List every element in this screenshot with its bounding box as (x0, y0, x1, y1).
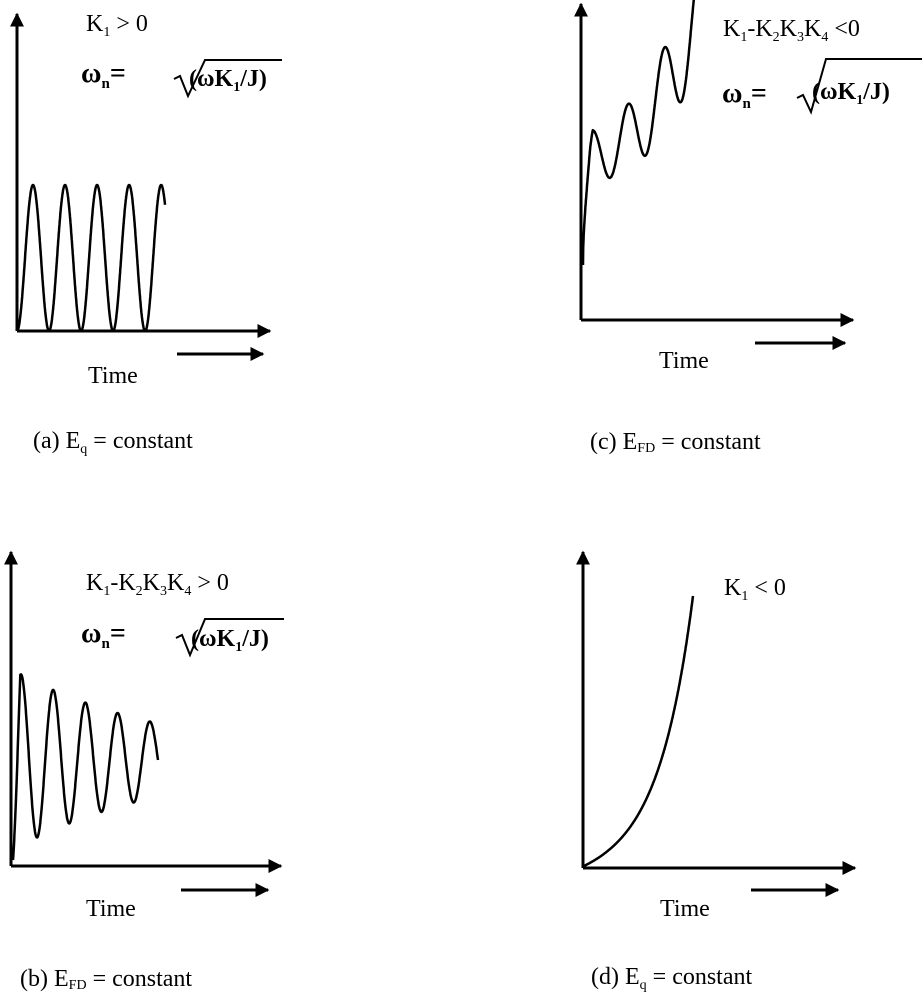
response-curve-d (583, 595, 695, 868)
caption-b: (b) EFD = constant (20, 966, 192, 993)
svg-text:(ωK1/J): (ωK1/J) (189, 66, 267, 95)
svg-text:ωn=: ωn= (722, 78, 767, 112)
caption-c: (c) EFD = constant (590, 429, 761, 456)
omega-symbol: ω (81, 58, 101, 89)
axes-c (574, 2, 855, 327)
condition-label: K1-K2K3K4 > 0 (86, 570, 229, 599)
svg-text:(ωK1/J): (ωK1/J) (191, 626, 269, 655)
natural-frequency-formula: ωn= (ωK1/J) (81, 58, 282, 99)
time-label: Time (659, 348, 709, 374)
time-label: Time (660, 896, 710, 922)
axes-b (3, 550, 283, 873)
panel-a: Time K1 > 0 ωn= (ωK1/J) (a) Eq = constan… (10, 11, 282, 457)
condition-label: K1 > 0 (86, 11, 148, 40)
panel-d: Time K1 < 0 (d) Eq = constant (576, 550, 857, 993)
condition-label: K1-K2K3K4 <0 (723, 16, 860, 45)
radical-sign (173, 59, 282, 99)
caption-a: (a) Eq = constant (33, 428, 193, 457)
panel-b: Time K1-K2K3K4 > 0 ωn= (ωK1/J) (b) EFD =… (3, 550, 284, 993)
svg-text:ωn=: ωn= (81, 58, 126, 92)
response-curve-a (16, 183, 167, 333)
time-label: Time (88, 363, 138, 389)
svg-text:ωn=: ωn= (81, 618, 126, 652)
omega-symbol: ω (722, 78, 742, 109)
omega-symbol: ω (81, 618, 101, 649)
axes-d (576, 550, 857, 875)
natural-frequency-formula: ωn= (ωK1/J) (722, 58, 922, 115)
time-label: Time (86, 896, 136, 922)
panel-c: Time K1-K2K3K4 <0 ωn= (ωK1/J) (c) EFD = … (574, 0, 922, 456)
svg-text:(ωK1/J): (ωK1/J) (812, 79, 890, 108)
natural-frequency-formula: ωn= (ωK1/J) (81, 618, 284, 658)
radical-sign (175, 618, 284, 658)
response-curve-b (11, 673, 160, 861)
response-curve-c (581, 0, 696, 266)
radical-sign (796, 58, 922, 115)
caption-d: (d) Eq = constant (591, 964, 753, 993)
condition-label: K1 < 0 (724, 575, 786, 604)
